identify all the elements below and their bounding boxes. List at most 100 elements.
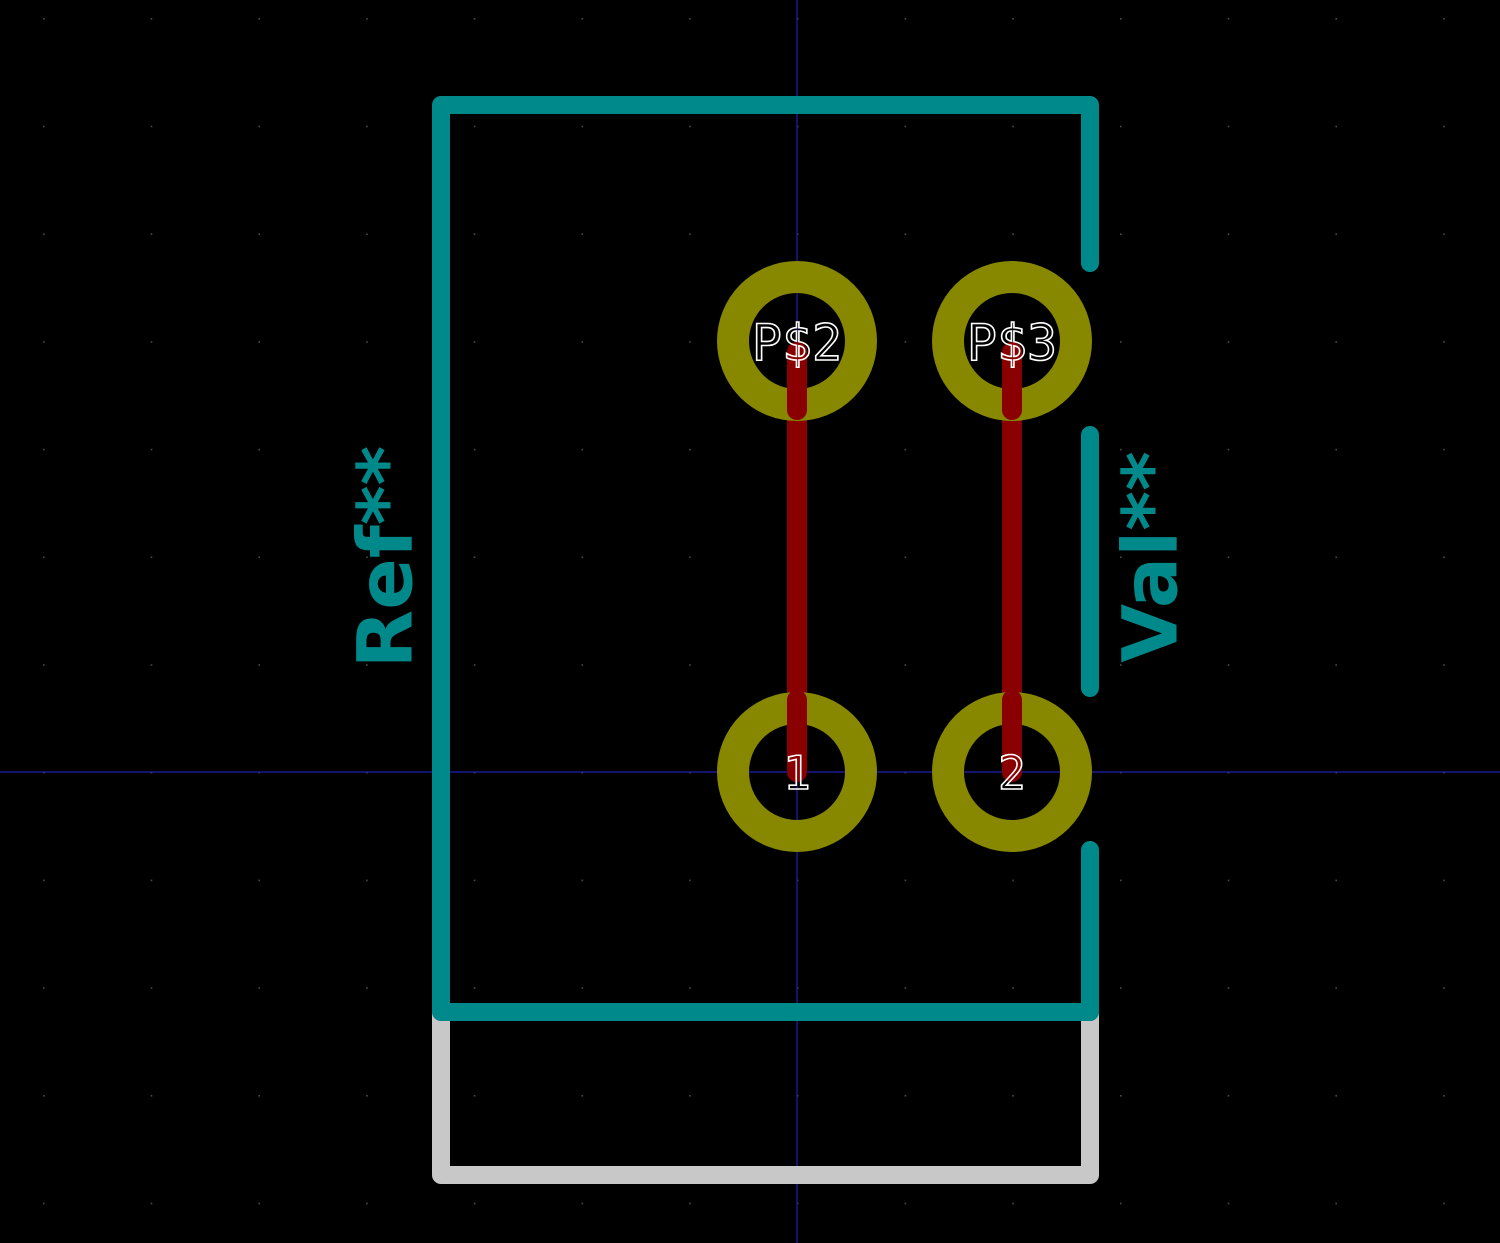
grid-dot — [258, 233, 260, 235]
grid-dot — [1443, 341, 1445, 343]
grid-dot — [904, 448, 907, 451]
grid-dot — [366, 664, 368, 666]
grid-dot — [1120, 987, 1122, 989]
reference-text[interactable]: Ref** — [341, 446, 430, 669]
value-text[interactable]: Val** — [1106, 451, 1195, 663]
silkscreen-outline[interactable] — [432, 96, 1099, 1021]
grid-dot — [43, 341, 45, 343]
grid-dot — [150, 1202, 153, 1205]
grid-dot — [43, 233, 45, 235]
grid-dot — [1012, 1095, 1014, 1097]
grid-dot — [150, 233, 153, 235]
grid-dot — [796, 18, 799, 20]
grid-dot — [150, 771, 153, 774]
grid-dot — [1443, 556, 1445, 559]
grid-dot — [1335, 879, 1337, 882]
grid-dot — [796, 1202, 799, 1205]
fab-outline[interactable] — [432, 1003, 1099, 1184]
grid-dot — [904, 556, 907, 559]
grid-dot — [904, 879, 907, 882]
grid-dot — [796, 233, 799, 235]
grid-dot — [904, 233, 907, 235]
grid-dot — [473, 879, 476, 882]
grid-dot — [366, 879, 368, 882]
grid-dot — [689, 771, 691, 774]
grid-dot — [366, 341, 368, 343]
grid-dot — [1120, 771, 1122, 774]
grid-dot — [581, 556, 584, 559]
grid-dot — [1443, 879, 1445, 882]
grid-dot — [258, 664, 260, 666]
grid-dot — [689, 556, 691, 559]
grid-dot — [366, 125, 368, 128]
grid-dot — [904, 664, 907, 666]
grid-dot — [150, 341, 153, 343]
grid-dot — [1227, 125, 1230, 128]
grid-dot — [581, 1202, 584, 1205]
grid-dot — [43, 18, 45, 20]
grid-dot — [366, 18, 368, 20]
grid-dot — [473, 448, 476, 451]
grid-dot — [43, 664, 45, 666]
grid-dot — [689, 233, 691, 235]
grid-dot — [366, 987, 368, 989]
grid-dot — [581, 233, 584, 235]
grid-dot — [1012, 233, 1014, 235]
grid-dot — [689, 341, 691, 343]
grid-dot — [150, 448, 153, 451]
grid-dot — [689, 987, 691, 989]
grid-dot — [1335, 125, 1337, 128]
grid-dot — [796, 125, 799, 128]
grid-dot — [689, 125, 691, 128]
pad-label-2: 2 — [998, 746, 1026, 800]
grid-dot — [1227, 1202, 1230, 1205]
grid-dot — [581, 1095, 584, 1097]
grid-dot — [43, 125, 45, 128]
grid-dot — [1335, 341, 1337, 343]
grid-dot — [1443, 233, 1445, 235]
grid-dot — [366, 448, 368, 451]
grid-dot — [473, 771, 476, 774]
grid-dot — [258, 556, 260, 559]
grid-dot — [904, 125, 907, 128]
grid-dot — [1443, 125, 1445, 128]
grid-dot — [366, 233, 368, 235]
grid-dot — [796, 1095, 799, 1097]
grid-dot — [43, 771, 45, 774]
grid-dot — [689, 18, 691, 20]
grid-dot — [904, 987, 907, 989]
grid-dot — [150, 18, 153, 20]
grid-dot — [43, 987, 45, 989]
grid-dot — [1335, 1202, 1337, 1205]
pad-label-ps3: P$3 — [967, 314, 1057, 372]
grid-dot — [473, 233, 476, 235]
grid-dot — [366, 1202, 368, 1205]
grid-dot — [150, 987, 153, 989]
grid-dot — [1443, 664, 1445, 666]
grid-dot — [904, 341, 907, 343]
grid-dot — [689, 448, 691, 451]
grid-dot — [1227, 233, 1230, 235]
grid-dot — [150, 125, 153, 128]
grid-dot — [1120, 664, 1122, 666]
grid-dot — [1443, 1202, 1445, 1205]
grid-dot — [473, 125, 476, 128]
silkscreen-outline-main[interactable] — [432, 96, 1099, 1021]
grid-dot — [1012, 125, 1014, 128]
grid-dot — [366, 771, 368, 774]
grid-dot — [1443, 448, 1445, 451]
grid-dot — [43, 448, 45, 451]
grid-dot — [366, 556, 368, 559]
grid-dot — [1227, 341, 1230, 343]
grid-dot — [1335, 233, 1337, 235]
grid-dot — [1120, 1202, 1122, 1205]
grid-dot — [43, 556, 45, 559]
grid-dot — [581, 987, 584, 989]
grid-dot — [258, 18, 260, 20]
grid-dot — [1443, 771, 1445, 774]
grid-dot — [1012, 879, 1014, 882]
grid-dot — [796, 341, 799, 343]
grid-dot — [43, 1202, 45, 1205]
